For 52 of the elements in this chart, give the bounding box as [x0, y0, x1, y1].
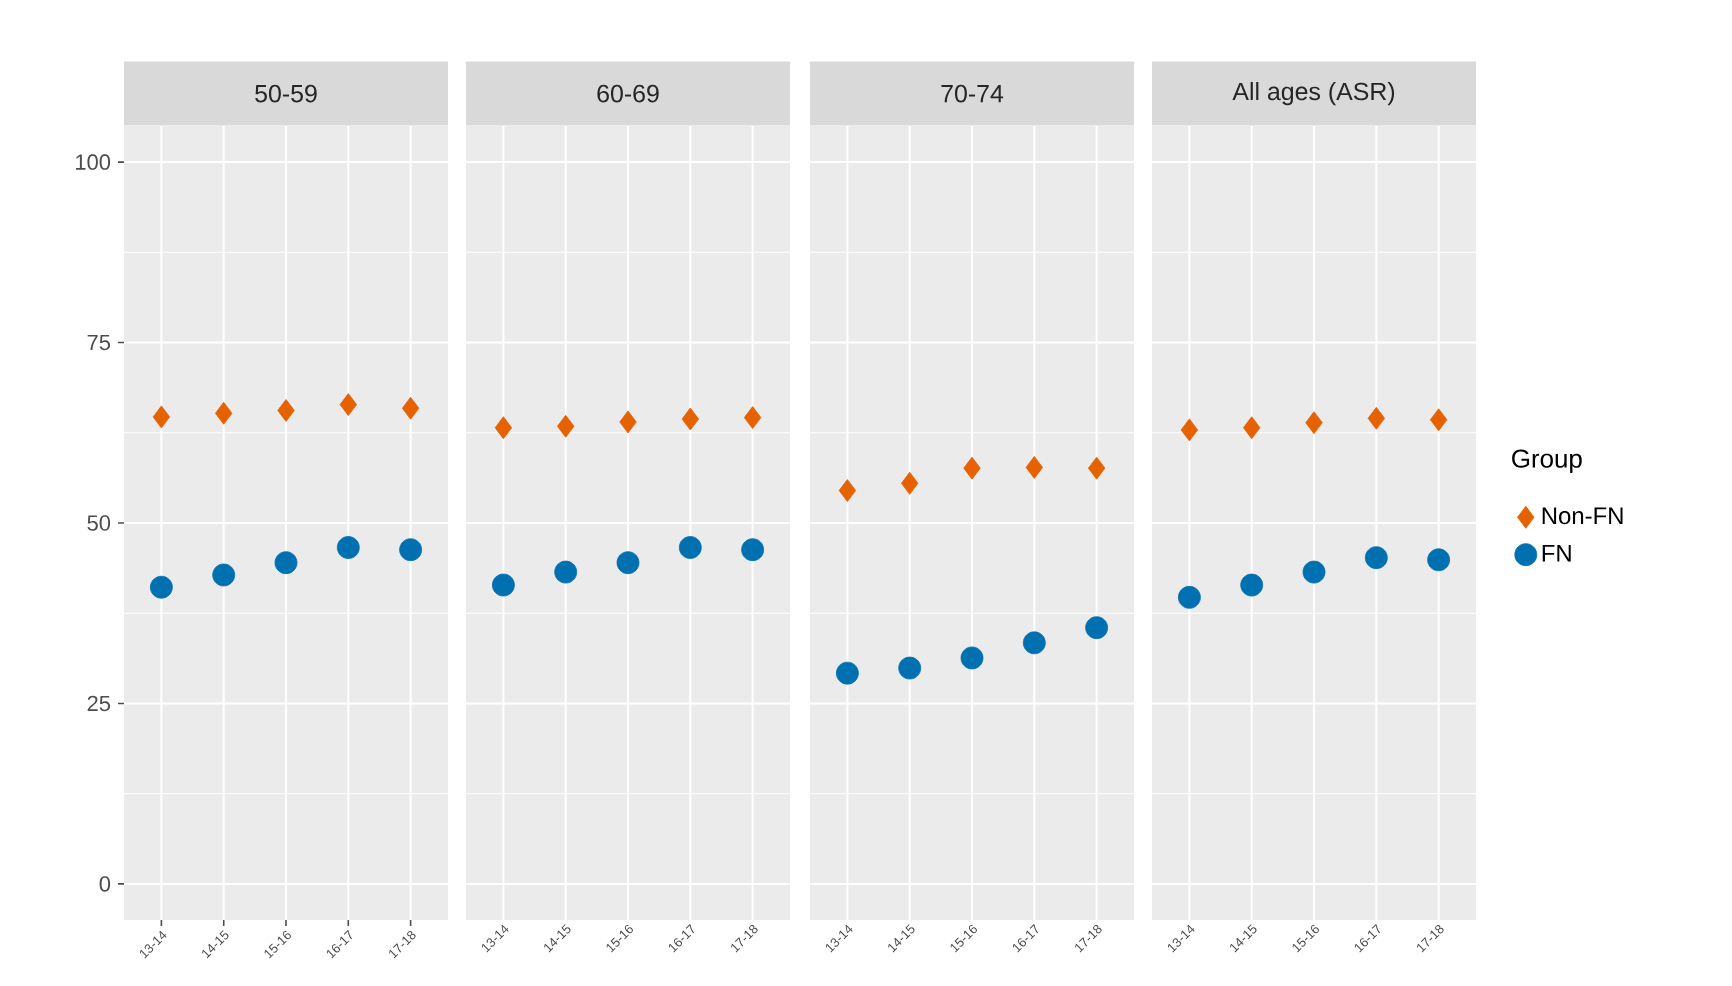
point [494, 416, 513, 440]
point [399, 538, 423, 562]
point [678, 536, 702, 559]
point [336, 536, 360, 559]
point [960, 646, 984, 670]
point [149, 575, 173, 599]
point [1178, 585, 1201, 609]
y-tick-label: 75 [87, 334, 111, 351]
chart-title: All ages (ASR) [1232, 81, 1395, 106]
point [1180, 418, 1199, 442]
y-tick-label: 100 [76, 154, 111, 170]
point [898, 656, 922, 680]
point [491, 573, 515, 597]
point [401, 396, 420, 420]
point [1305, 411, 1323, 435]
point [838, 479, 857, 502]
point [152, 405, 171, 429]
point [616, 551, 640, 575]
point [901, 471, 919, 495]
point [274, 551, 298, 575]
point [277, 398, 295, 422]
point [557, 414, 575, 438]
point [1240, 573, 1264, 597]
point [212, 563, 236, 587]
point [1302, 560, 1326, 584]
point [1022, 631, 1046, 655]
point [619, 410, 637, 434]
point [215, 401, 233, 425]
chart-title: 50-59 [255, 84, 317, 103]
point [1367, 406, 1385, 430]
legend-label: Non-FN [1542, 507, 1623, 525]
point [554, 560, 578, 584]
point [1429, 408, 1448, 432]
point [963, 456, 981, 480]
point [835, 661, 859, 685]
point [1427, 548, 1451, 572]
point [1025, 456, 1043, 479]
point [339, 393, 357, 417]
point [743, 406, 762, 430]
point [1364, 546, 1388, 570]
point [1243, 416, 1261, 440]
legend-label: FN [1542, 544, 1571, 562]
point [741, 538, 765, 562]
chart-title: 60-69 [597, 84, 659, 103]
point [1087, 456, 1106, 480]
point [681, 407, 699, 431]
point [1085, 616, 1109, 640]
y-tick-label: 25 [87, 695, 111, 712]
y-tick-label: 0 [99, 876, 111, 892]
y-tick-label: 50 [87, 515, 111, 531]
legend-title: Group [1512, 449, 1582, 473]
chart-title: 70-74 [941, 84, 1004, 103]
